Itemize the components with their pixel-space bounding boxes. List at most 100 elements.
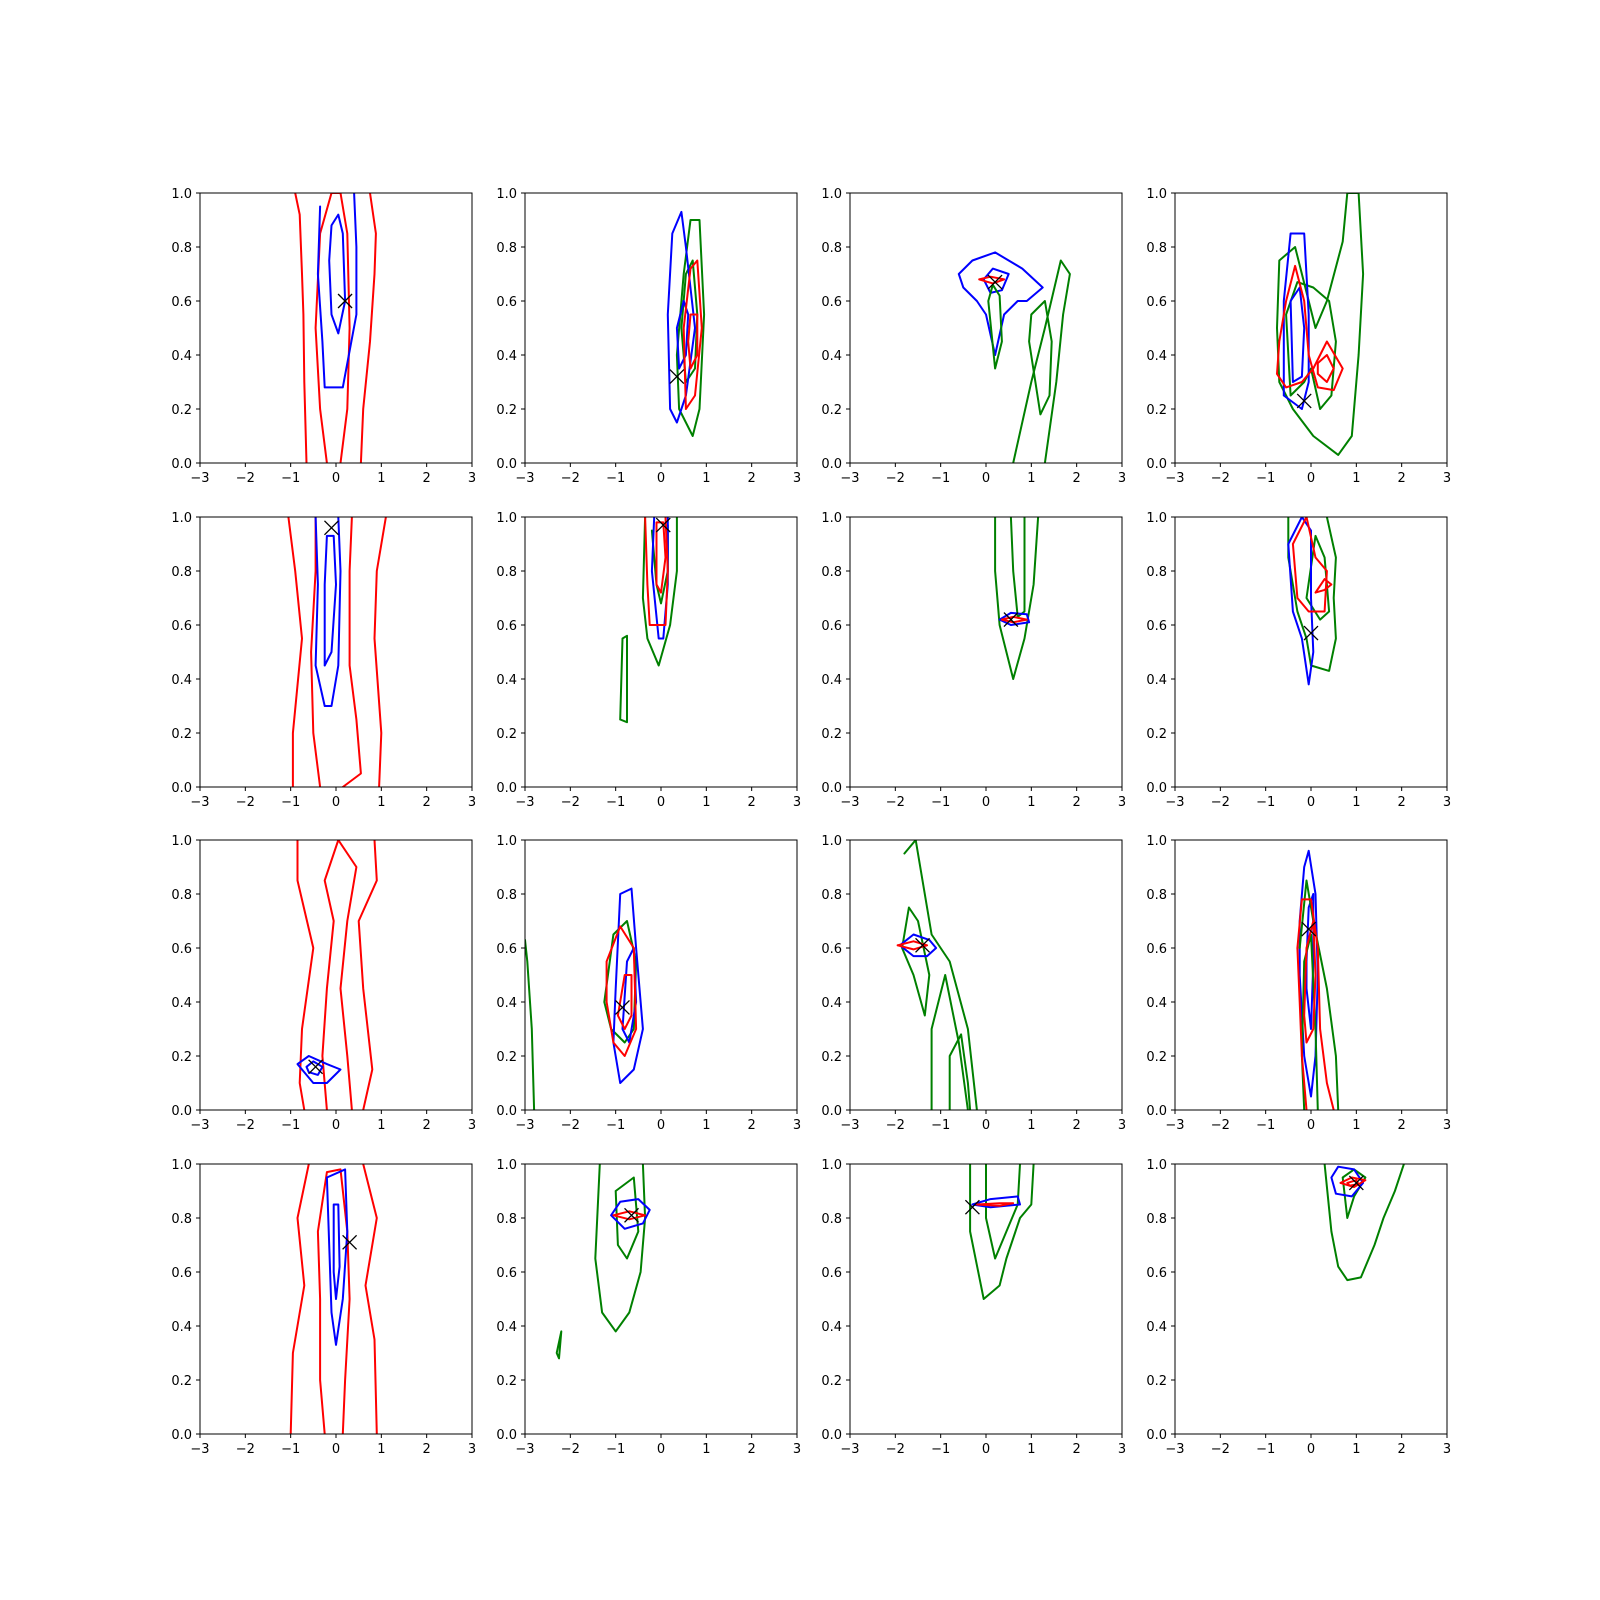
contour-line (296, 840, 315, 1110)
x-tick-label: 3 (793, 795, 801, 810)
contour-line (373, 517, 387, 787)
subplot-3-1: −3 −2 −1 0 1 2 3 0.0 0.2 0.4 0.6 0.8 1.0 (171, 834, 476, 1133)
x-tick-label: 2 (1398, 795, 1406, 810)
y-tick-label: 0.0 (821, 1104, 842, 1119)
contour-line (682, 259, 703, 410)
x-tick-label: −2 (1211, 795, 1230, 810)
x-marker (1303, 625, 1319, 641)
x-tick-label: 3 (793, 1442, 801, 1457)
y-tick-label: 0.4 (821, 996, 842, 1011)
plot-area (289, 1164, 378, 1434)
plot-area (666, 210, 706, 437)
x-tick-label: −2 (236, 795, 255, 810)
x-marker (987, 274, 1003, 290)
x-tick-label: 1 (377, 795, 385, 810)
plot-area (957, 251, 1071, 463)
x-tick-label: 1 (1352, 471, 1360, 486)
x-tick-label: −3 (190, 1442, 209, 1457)
contour-line (616, 974, 633, 1030)
axes-frame (1174, 1163, 1448, 1435)
contour-line (316, 193, 358, 389)
x-tick-label: −2 (886, 471, 905, 486)
x-tick-label: −3 (190, 795, 209, 810)
x-marker (624, 1207, 639, 1223)
x-tick-label: 3 (1443, 1118, 1451, 1133)
x-tick-label: −3 (840, 795, 859, 810)
y-tick-label: 0.8 (496, 241, 517, 256)
x-tick-label: −1 (1256, 1118, 1275, 1133)
contour-line (332, 1203, 341, 1300)
x-tick-label: 0 (332, 1118, 340, 1133)
y-tick-label: 0.8 (496, 1212, 517, 1227)
contour-line (362, 1164, 378, 1434)
x-tick-label: 3 (793, 471, 801, 486)
contour-line (1298, 879, 1340, 1110)
axes-frame (199, 839, 473, 1111)
y-tick-label: 0.0 (1146, 781, 1167, 796)
x-tick-label: −3 (190, 471, 209, 486)
y-tick-label: 0.6 (1146, 1266, 1167, 1281)
x-tick-label: 0 (657, 795, 665, 810)
x-tick-label: 0 (982, 795, 990, 810)
y-tick-label: 0.8 (1146, 1212, 1167, 1227)
contour-line (994, 517, 1040, 680)
x-tick-label: −2 (561, 795, 580, 810)
x-tick-label: 0 (657, 1118, 665, 1133)
x-tick-label: 0 (657, 471, 665, 486)
x-tick-label: 1 (1352, 795, 1360, 810)
subplot-1-2: −3 −2 −1 0 1 2 3 0.0 0.2 0.4 0.6 0.8 1.0 (496, 187, 801, 486)
y-tick-label: 0.4 (171, 349, 192, 364)
x-tick-label: 0 (982, 1442, 990, 1457)
x-tick-label: 0 (332, 1442, 340, 1457)
y-tick-label: 0.6 (171, 1266, 192, 1281)
x-tick-label: −3 (1165, 795, 1184, 810)
x-tick-label: −1 (281, 471, 300, 486)
contour-line (314, 517, 342, 707)
y-tick-label: 0.8 (1146, 565, 1167, 580)
x-tick-label: 3 (1118, 471, 1126, 486)
x-tick-label: −3 (515, 471, 534, 486)
contour-line (644, 517, 669, 626)
contour-line (1009, 517, 1026, 618)
contour-line (666, 210, 696, 424)
x-tick-label: 0 (332, 795, 340, 810)
y-tick-label: 1.0 (1146, 511, 1167, 526)
axes-frame (1174, 839, 1448, 1111)
axes-frame (849, 839, 1123, 1111)
x-tick-label: −3 (840, 1442, 859, 1457)
x-tick-label: 2 (748, 1442, 756, 1457)
subplot-3-2: −3 −2 −1 0 1 2 3 0.0 0.2 0.4 0.6 0.8 1.0 (496, 834, 801, 1133)
contour-line (675, 219, 706, 437)
x-tick-label: −1 (281, 1442, 300, 1457)
y-tick-label: 0.4 (496, 1320, 517, 1335)
y-tick-label: 1.0 (171, 1158, 192, 1173)
y-tick-label: 0.8 (821, 241, 842, 256)
contour-line (1289, 286, 1306, 383)
contour-line (1276, 193, 1365, 456)
x-tick-label: 2 (423, 1118, 431, 1133)
contour-line (594, 1164, 647, 1333)
y-tick-label: 0.4 (496, 349, 517, 364)
x-tick-label: −3 (840, 1118, 859, 1133)
x-tick-label: −2 (561, 471, 580, 486)
x-tick-label: 2 (423, 1442, 431, 1457)
x-marker (915, 937, 930, 953)
subplot-2-4: −3 −2 −1 0 1 2 3 0.0 0.2 0.4 0.6 0.8 1.0 (1146, 511, 1451, 810)
contour-line (896, 940, 929, 951)
x-tick-label: −1 (931, 1118, 950, 1133)
x-tick-label: −3 (515, 1442, 534, 1457)
y-tick-label: 0.2 (171, 727, 192, 742)
subplot-2-1: −3 −2 −1 0 1 2 3 0.0 0.2 0.4 0.6 0.8 1.0 (171, 511, 476, 810)
contour-line (328, 213, 347, 335)
contour-line (898, 933, 938, 958)
axes-frame (849, 192, 1123, 464)
y-tick-label: 1.0 (1146, 834, 1167, 849)
y-tick-label: 0.6 (821, 295, 842, 310)
plot-area (1287, 517, 1337, 686)
x-marker (1003, 612, 1019, 628)
y-tick-label: 0.6 (496, 1266, 517, 1281)
contour-line (1323, 1164, 1405, 1282)
x-tick-label: −1 (931, 795, 950, 810)
contour-line (1330, 1165, 1365, 1198)
